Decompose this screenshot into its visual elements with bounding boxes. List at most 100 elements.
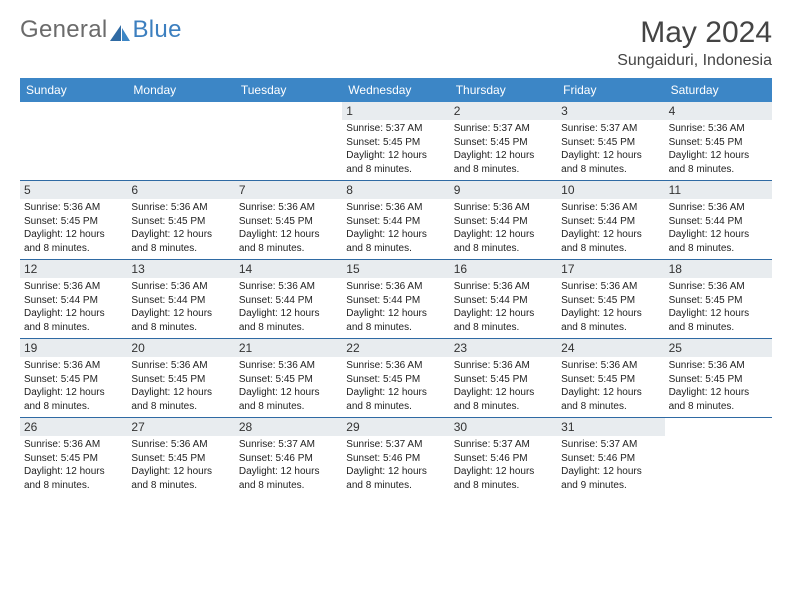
daylight-text: Daylight: 12 hours and 8 minutes. — [346, 149, 445, 176]
day-number — [127, 102, 234, 106]
day-number: 13 — [127, 260, 234, 278]
calendar-cell: 30Sunrise: 5:37 AMSunset: 5:46 PMDayligh… — [450, 418, 557, 496]
day-info: Sunrise: 5:37 AMSunset: 5:46 PMDaylight:… — [342, 436, 449, 496]
sunrise-text: Sunrise: 5:36 AM — [346, 280, 445, 294]
sunset-text: Sunset: 5:45 PM — [24, 373, 123, 387]
day-info: Sunrise: 5:36 AMSunset: 5:44 PMDaylight:… — [557, 199, 664, 259]
sunrise-text: Sunrise: 5:36 AM — [24, 438, 123, 452]
dow-header: Monday — [127, 78, 234, 102]
day-info: Sunrise: 5:36 AMSunset: 5:44 PMDaylight:… — [450, 278, 557, 338]
day-number: 9 — [450, 181, 557, 199]
sunrise-text: Sunrise: 5:36 AM — [561, 359, 660, 373]
sunrise-text: Sunrise: 5:36 AM — [346, 359, 445, 373]
calendar-week-row: 1Sunrise: 5:37 AMSunset: 5:45 PMDaylight… — [20, 102, 772, 181]
day-number: 5 — [20, 181, 127, 199]
sunset-text: Sunset: 5:45 PM — [669, 373, 768, 387]
day-info: Sunrise: 5:36 AMSunset: 5:45 PMDaylight:… — [235, 357, 342, 417]
sunset-text: Sunset: 5:45 PM — [239, 373, 338, 387]
dow-header: Friday — [557, 78, 664, 102]
daylight-text: Daylight: 12 hours and 8 minutes. — [454, 228, 553, 255]
day-number — [665, 418, 772, 422]
day-info: Sunrise: 5:36 AMSunset: 5:45 PMDaylight:… — [665, 278, 772, 338]
day-info: Sunrise: 5:37 AMSunset: 5:46 PMDaylight:… — [235, 436, 342, 496]
day-info: Sunrise: 5:37 AMSunset: 5:45 PMDaylight:… — [557, 120, 664, 180]
day-info: Sunrise: 5:36 AMSunset: 5:44 PMDaylight:… — [127, 278, 234, 338]
sunset-text: Sunset: 5:45 PM — [454, 136, 553, 150]
calendar-cell: 6Sunrise: 5:36 AMSunset: 5:45 PMDaylight… — [127, 181, 234, 259]
sunset-text: Sunset: 5:45 PM — [131, 373, 230, 387]
sunset-text: Sunset: 5:45 PM — [24, 215, 123, 229]
sunset-text: Sunset: 5:45 PM — [24, 452, 123, 466]
dow-header: Sunday — [20, 78, 127, 102]
day-number: 26 — [20, 418, 127, 436]
daylight-text: Daylight: 12 hours and 8 minutes. — [24, 386, 123, 413]
day-number: 14 — [235, 260, 342, 278]
daylight-text: Daylight: 12 hours and 8 minutes. — [561, 307, 660, 334]
sunset-text: Sunset: 5:46 PM — [239, 452, 338, 466]
sunset-text: Sunset: 5:44 PM — [561, 215, 660, 229]
sunrise-text: Sunrise: 5:36 AM — [239, 359, 338, 373]
daylight-text: Daylight: 12 hours and 8 minutes. — [669, 149, 768, 176]
daylight-text: Daylight: 12 hours and 8 minutes. — [131, 307, 230, 334]
calendar-cell: 9Sunrise: 5:36 AMSunset: 5:44 PMDaylight… — [450, 181, 557, 259]
sunset-text: Sunset: 5:45 PM — [669, 294, 768, 308]
sunrise-text: Sunrise: 5:37 AM — [346, 438, 445, 452]
page-header: General Blue May 2024 Sungaiduri, Indone… — [20, 16, 772, 70]
day-info: Sunrise: 5:36 AMSunset: 5:44 PMDaylight:… — [20, 278, 127, 338]
sunrise-text: Sunrise: 5:37 AM — [561, 122, 660, 136]
calendar-cell: 24Sunrise: 5:36 AMSunset: 5:45 PMDayligh… — [557, 339, 664, 417]
calendar-cell: 12Sunrise: 5:36 AMSunset: 5:44 PMDayligh… — [20, 260, 127, 338]
daylight-text: Daylight: 12 hours and 8 minutes. — [239, 465, 338, 492]
daylight-text: Daylight: 12 hours and 8 minutes. — [346, 386, 445, 413]
calendar-cell: 7Sunrise: 5:36 AMSunset: 5:45 PMDaylight… — [235, 181, 342, 259]
sunset-text: Sunset: 5:45 PM — [561, 294, 660, 308]
daylight-text: Daylight: 12 hours and 8 minutes. — [454, 307, 553, 334]
sunset-text: Sunset: 5:45 PM — [239, 215, 338, 229]
day-info: Sunrise: 5:36 AMSunset: 5:45 PMDaylight:… — [20, 436, 127, 496]
sunrise-text: Sunrise: 5:36 AM — [24, 280, 123, 294]
daylight-text: Daylight: 12 hours and 8 minutes. — [239, 307, 338, 334]
calendar-cell: 20Sunrise: 5:36 AMSunset: 5:45 PMDayligh… — [127, 339, 234, 417]
day-info: Sunrise: 5:36 AMSunset: 5:45 PMDaylight:… — [20, 357, 127, 417]
location-label: Sungaiduri, Indonesia — [617, 52, 772, 70]
calendar-grid: SundayMondayTuesdayWednesdayThursdayFrid… — [20, 78, 772, 496]
calendar-cell: 15Sunrise: 5:36 AMSunset: 5:44 PMDayligh… — [342, 260, 449, 338]
calendar-cell — [235, 102, 342, 180]
calendar-cell: 27Sunrise: 5:36 AMSunset: 5:45 PMDayligh… — [127, 418, 234, 496]
day-number: 25 — [665, 339, 772, 357]
sunrise-text: Sunrise: 5:37 AM — [239, 438, 338, 452]
daylight-text: Daylight: 12 hours and 8 minutes. — [669, 228, 768, 255]
daylight-text: Daylight: 12 hours and 8 minutes. — [131, 228, 230, 255]
brand-logo: General Blue — [20, 16, 182, 44]
daylight-text: Daylight: 12 hours and 8 minutes. — [561, 386, 660, 413]
sunset-text: Sunset: 5:46 PM — [346, 452, 445, 466]
day-info: Sunrise: 5:36 AMSunset: 5:45 PMDaylight:… — [665, 357, 772, 417]
sunset-text: Sunset: 5:45 PM — [346, 373, 445, 387]
sunset-text: Sunset: 5:44 PM — [346, 215, 445, 229]
sunrise-text: Sunrise: 5:37 AM — [561, 438, 660, 452]
day-number: 10 — [557, 181, 664, 199]
day-number: 31 — [557, 418, 664, 436]
sunrise-text: Sunrise: 5:36 AM — [131, 438, 230, 452]
daylight-text: Daylight: 12 hours and 8 minutes. — [561, 149, 660, 176]
sunrise-text: Sunrise: 5:36 AM — [131, 201, 230, 215]
sunset-text: Sunset: 5:44 PM — [454, 215, 553, 229]
calendar-cell: 22Sunrise: 5:36 AMSunset: 5:45 PMDayligh… — [342, 339, 449, 417]
calendar-cell: 10Sunrise: 5:36 AMSunset: 5:44 PMDayligh… — [557, 181, 664, 259]
sunset-text: Sunset: 5:45 PM — [669, 136, 768, 150]
daylight-text: Daylight: 12 hours and 8 minutes. — [669, 386, 768, 413]
calendar-cell: 5Sunrise: 5:36 AMSunset: 5:45 PMDaylight… — [20, 181, 127, 259]
calendar-cell: 19Sunrise: 5:36 AMSunset: 5:45 PMDayligh… — [20, 339, 127, 417]
day-number: 3 — [557, 102, 664, 120]
sunrise-text: Sunrise: 5:36 AM — [669, 280, 768, 294]
sunset-text: Sunset: 5:46 PM — [561, 452, 660, 466]
daylight-text: Daylight: 12 hours and 8 minutes. — [131, 386, 230, 413]
day-info: Sunrise: 5:36 AMSunset: 5:44 PMDaylight:… — [342, 278, 449, 338]
calendar-cell — [20, 102, 127, 180]
dow-header: Wednesday — [342, 78, 449, 102]
sunset-text: Sunset: 5:45 PM — [561, 373, 660, 387]
daylight-text: Daylight: 12 hours and 8 minutes. — [24, 465, 123, 492]
month-title: May 2024 — [617, 16, 772, 50]
calendar-cell: 1Sunrise: 5:37 AMSunset: 5:45 PMDaylight… — [342, 102, 449, 180]
calendar-cell — [127, 102, 234, 180]
